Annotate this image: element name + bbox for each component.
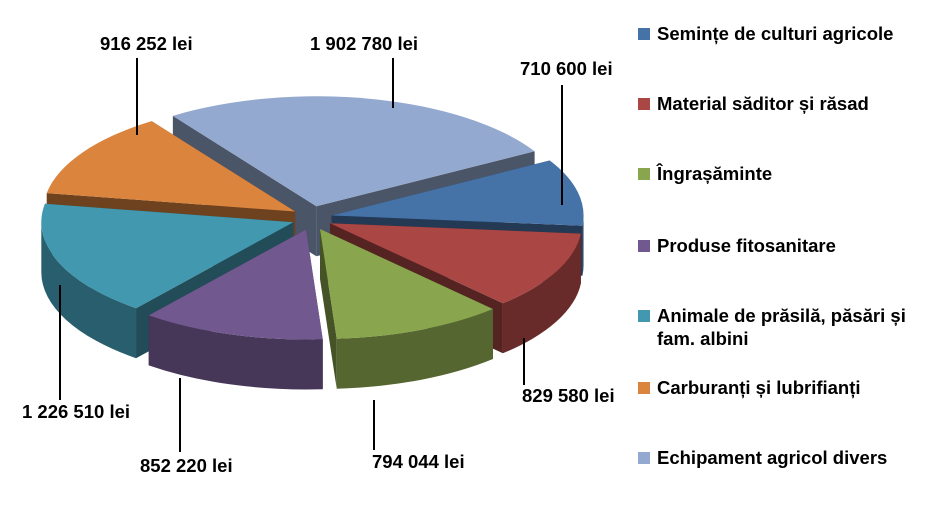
slice-3: [148, 229, 323, 340]
data-labels: 710 600 lei 829 580 lei 794 044 lei 852 220…: [22, 33, 615, 476]
slice-wall: [336, 309, 493, 389]
legend-label: Material săditor și răsad: [657, 93, 869, 114]
slice-1: [329, 223, 581, 304]
legend-swatch: [638, 452, 650, 464]
legend-item: Animale de prăsilă, păsări și fam. albin…: [638, 304, 942, 350]
data-label-6: 1 902 780 lei: [310, 33, 418, 54]
legend-swatch: [638, 382, 650, 394]
legend-label: Echipament agricol divers: [657, 447, 888, 468]
legend-label: Animale de prăsilă, păsări și fam. albin…: [657, 305, 906, 349]
data-label-0: 710 600 lei: [520, 58, 613, 79]
legend-item: Îngrașăminte: [638, 162, 942, 185]
leader-lines: [59, 58, 563, 452]
legend-swatch: [638, 168, 650, 180]
slice-wall: [148, 315, 323, 390]
pie-top-layer: [41, 96, 584, 340]
slice-5: [46, 121, 296, 212]
slice-wall: [502, 233, 581, 354]
legend-swatch: [638, 28, 650, 40]
data-label-2: 794 044 lei: [372, 451, 465, 472]
data-label-1: 829 580 lei: [522, 385, 615, 406]
slice-0: [331, 160, 584, 226]
legend-item: Material săditor și răsad: [638, 92, 942, 115]
legend-label: Produse fitosanitare: [657, 235, 836, 256]
legend-swatch: [638, 98, 650, 110]
legend-label: Semințe de culturi agricole: [657, 23, 894, 44]
legend-item: Carburanți și lubrifianți: [638, 376, 942, 399]
slice-6: [172, 96, 535, 207]
slice-wall: [41, 222, 137, 359]
slice-2: [319, 228, 493, 339]
data-label-4: 1 226 510 lei: [22, 401, 130, 422]
data-label-5: 916 252 lei: [100, 33, 193, 54]
legend-item: Produse fitosanitare: [638, 234, 942, 257]
legend-item: Semințe de culturi agricole: [638, 22, 942, 45]
legend-label: Îngrașăminte: [657, 163, 773, 184]
legend-label: Carburanți și lubrifianți: [657, 377, 861, 398]
slice-4: [41, 203, 294, 309]
legend-item: Echipament agricol divers: [638, 446, 942, 469]
data-label-3: 852 220 lei: [140, 455, 233, 476]
legend-swatch: [638, 240, 650, 252]
legend-swatch: [638, 310, 650, 322]
slice-wall: [582, 215, 584, 276]
